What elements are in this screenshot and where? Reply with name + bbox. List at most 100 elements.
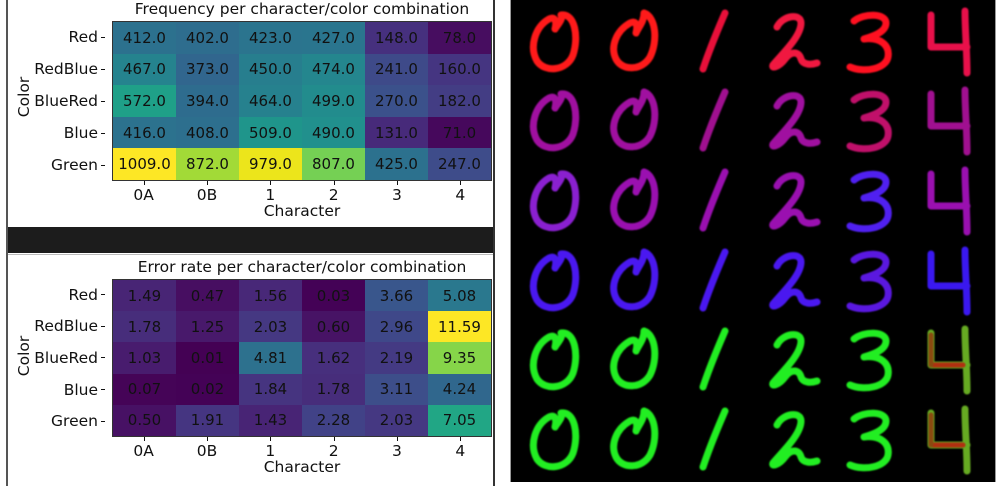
handwritten-digit-icon <box>529 250 579 311</box>
handwritten-digit-icon <box>610 9 659 72</box>
heatmap-panel: Frequency per character/color combinatio… <box>6 0 495 486</box>
handwritten-digit-icon <box>529 170 579 232</box>
digit-sample-3-red <box>832 2 911 82</box>
digit-sample-3-green <box>832 321 911 401</box>
heatmap-cell: 270.0 <box>365 85 428 117</box>
heatmap-cell: 1.91 <box>176 404 239 436</box>
x-tick-label: 2 <box>302 181 365 204</box>
handwritten-digit-icon <box>768 92 821 150</box>
heatmap-cell: 0.07 <box>113 373 176 405</box>
heatmap-cell: 402.0 <box>176 22 239 54</box>
digit-sample-3-bluered <box>832 161 911 241</box>
heatmap-cell: 3.11 <box>365 373 428 405</box>
handwritten-digit-icon <box>846 91 892 153</box>
x-axis-label: Character <box>263 202 341 220</box>
heatmap-cell: 5.08 <box>428 280 491 312</box>
heatmap-cell: 1009.0 <box>113 148 176 180</box>
digit-sample-0-blue <box>515 241 594 321</box>
heatmap-cell: 1.49 <box>113 280 176 312</box>
digit-sample-2-redblue <box>753 82 832 162</box>
heatmap-cell: 1.25 <box>176 311 239 343</box>
digit-sample-0-green <box>594 321 673 401</box>
heatmap-cell: 160.0 <box>428 53 491 86</box>
digit-sample-0-green <box>594 400 673 480</box>
digit-sample-1-red <box>674 2 753 82</box>
digit-sample-2-green <box>753 321 832 401</box>
heatmap-cell: 464.0 <box>239 85 302 117</box>
heatmap-cell: 807.0 <box>302 148 365 180</box>
digit-sample-1-blue <box>674 241 753 321</box>
handwritten-digit-icon <box>927 246 971 316</box>
digit-sample-4-green <box>912 400 991 480</box>
heatmap-cell: 247.0 <box>428 148 491 180</box>
digit-sample-1-bluered <box>674 161 753 241</box>
y-tick-label: BlueRed <box>34 85 105 117</box>
heatmap-cell: 2.03 <box>239 311 302 343</box>
handwritten-digit-icon <box>768 13 821 71</box>
handwritten-digit-icon <box>699 88 729 152</box>
handwritten-digit-icon <box>846 409 892 472</box>
handwritten-digit-icon <box>699 327 729 391</box>
y-tick-label: Green <box>51 405 105 437</box>
handwritten-digit-icon <box>610 407 659 470</box>
heatmap-grid: 1.49 0.47 1.56 0.03 3.66 5.08 1.78 1.25 2.03 0.60… <box>112 279 492 437</box>
y-tick-label: Red <box>69 21 105 53</box>
x-tick-labels: 0A 0B 1 2 3 4 <box>112 437 492 460</box>
heatmap-cell: 450.0 <box>239 53 302 86</box>
error-rate-heatmap-chart: Error rate per character/color combinati… <box>8 254 493 487</box>
digit-sample-4-blue <box>912 241 991 321</box>
chart-title: Error rate per character/color combinati… <box>137 258 467 276</box>
x-tick-label: 3 <box>365 437 428 460</box>
digit-sample-0-red <box>594 2 673 82</box>
digit-sample-2-blue <box>753 241 832 321</box>
x-tick-label: 4 <box>429 437 492 460</box>
x-tick-label: 3 <box>365 181 428 204</box>
heatmap-cell: 1.62 <box>302 342 365 374</box>
heatmap-cell: 0.50 <box>113 404 176 436</box>
x-tick-label: 1 <box>239 181 302 204</box>
handwritten-digit-icon <box>927 405 971 475</box>
handwritten-digit-icon <box>529 329 579 391</box>
handwritten-digit-icon <box>610 248 659 311</box>
heatmap-cell: 509.0 <box>239 116 302 149</box>
heatmap-cell: 0.47 <box>176 280 239 312</box>
heatmap-cell: 11.59 <box>428 311 491 343</box>
handwritten-digit-icon <box>768 172 821 230</box>
heatmap-cell: 1.43 <box>239 404 302 436</box>
handwritten-digit-icon <box>927 86 971 156</box>
chart-title: Frequency per character/color combinatio… <box>134 0 470 18</box>
handwritten-digit-icon <box>699 9 729 73</box>
y-axis-label: Color <box>15 335 33 377</box>
y-tick-label: RedBlue <box>34 53 105 85</box>
digit-samples-grid <box>515 2 991 480</box>
digit-sample-0-bluered <box>594 161 673 241</box>
handwritten-digit-icon <box>699 168 729 232</box>
heatmap-cell: 1.56 <box>239 280 302 312</box>
digit-sample-2-bluered <box>753 161 832 241</box>
handwritten-digit-icon <box>927 325 971 395</box>
y-tick-label: Red <box>69 279 105 311</box>
handwritten-digit-icon <box>927 166 971 236</box>
digit-sample-0-green <box>515 321 594 401</box>
heatmap-cell: 872.0 <box>176 148 239 180</box>
handwritten-digit-icon <box>846 250 892 312</box>
x-tick-label: 0A <box>112 437 175 460</box>
digit-sample-0-redblue <box>515 82 594 162</box>
heatmap-cell: 423.0 <box>239 22 302 54</box>
heatmap-cell: 0.02 <box>176 373 239 405</box>
digit-sample-4-red <box>912 2 991 82</box>
x-axis-label: Character <box>263 458 341 476</box>
handwritten-digit-icon <box>699 248 729 312</box>
heatmap-cell: 0.03 <box>302 280 365 312</box>
handwritten-digit-icon <box>846 170 892 233</box>
heatmap-cell: 425.0 <box>365 148 428 180</box>
digit-sample-4-redblue <box>912 82 991 162</box>
handwritten-digit-icon <box>768 411 821 469</box>
digit-sample-0-redblue <box>594 82 673 162</box>
heatmap-cell: 0.01 <box>176 342 239 374</box>
heatmap-cell: 499.0 <box>302 85 365 117</box>
digit-sample-0-bluered <box>515 161 594 241</box>
heatmap-cell: 3.66 <box>365 280 428 312</box>
heatmap-cell: 474.0 <box>302 53 365 86</box>
heatmap-cell: 78.0 <box>428 22 491 54</box>
